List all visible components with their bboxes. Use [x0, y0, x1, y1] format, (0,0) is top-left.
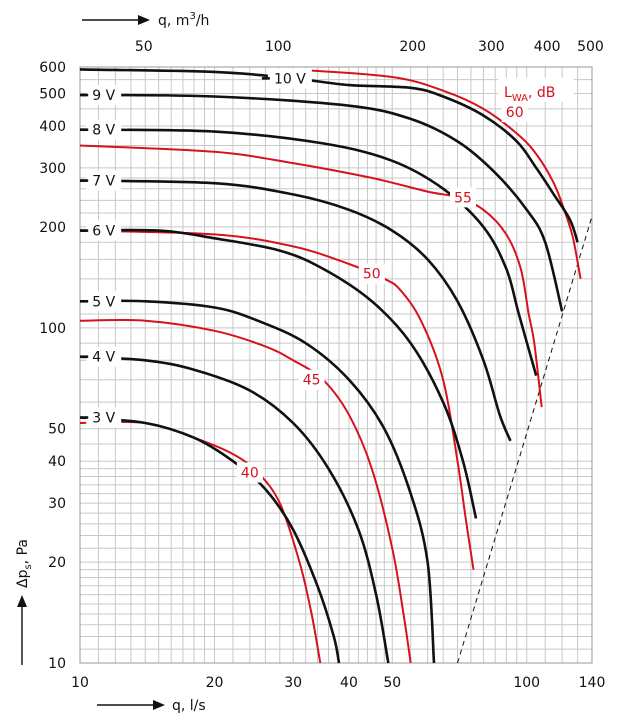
legend: LWA, dB — [498, 78, 574, 104]
voltage-curve-5v — [79, 299, 436, 664]
x2-tick-label: 300 — [478, 39, 505, 55]
y-tick-label: 10 — [48, 656, 66, 672]
voltage-curve-4v — [79, 355, 390, 664]
y-tick-label: 100 — [39, 321, 66, 337]
x-tick-label: 50 — [383, 675, 401, 691]
voltage-label-8v: 8 V — [92, 123, 115, 139]
y-tick-label: 400 — [39, 119, 66, 135]
legend-label-main: L — [504, 85, 512, 101]
legend-label-tail: , dB — [528, 85, 555, 101]
left-axis-label-tail: , Pa — [15, 539, 31, 564]
left-axis-title: Δps, Pa — [15, 539, 34, 665]
legend-label-sub: WA — [512, 93, 528, 104]
limit-line — [457, 216, 593, 664]
voltage-label-10v: 10 V — [274, 71, 306, 87]
grid — [79, 66, 593, 664]
x2-tick-label: 50 — [135, 39, 153, 55]
x-tick-label: 10 — [71, 675, 89, 691]
sound-label-50: 50 — [363, 267, 381, 283]
voltage-label-10v-bg — [267, 68, 312, 89]
x-tick-label: 30 — [284, 675, 302, 691]
sound-label-55-bg — [449, 187, 476, 208]
x2-tick-label: 500 — [577, 39, 604, 55]
svg-text:Δps, Pa: Δps, Pa — [15, 539, 34, 588]
left-axis-label-sub: s — [23, 564, 34, 569]
voltage-label-7v-bg — [86, 170, 122, 191]
voltage-curve-10v — [79, 68, 579, 243]
x-tick-label: 100 — [513, 675, 540, 691]
top-axis-label-tail: /h — [196, 13, 210, 29]
voltage-label-9v-bg — [86, 85, 122, 106]
top-axis-label-sup: 3 — [189, 11, 195, 22]
curve-layer — [79, 68, 582, 664]
y-tick-label: 600 — [39, 60, 66, 76]
x2-tick-label: 200 — [399, 39, 426, 55]
voltage-curve-3v — [79, 416, 341, 664]
left-axis-arrowhead-icon — [17, 595, 27, 607]
x-tick-label: 140 — [579, 675, 606, 691]
sound-curve-60 — [293, 68, 582, 279]
top-axis-label-main: q, m — [158, 13, 189, 29]
voltage-label-7v: 7 V — [92, 174, 115, 190]
sound-label-45-bg — [298, 369, 325, 390]
voltage-label-8v-bg — [86, 119, 122, 140]
bottom-axis-arrowhead-icon — [153, 700, 165, 710]
voltage-label-4v: 4 V — [92, 350, 115, 366]
sound-label-60-bg — [501, 102, 528, 123]
voltage-label-5v-bg — [86, 291, 122, 312]
voltage-label-3v: 3 V — [92, 411, 115, 427]
legend-background — [498, 78, 574, 102]
y-tick-label: 30 — [48, 496, 66, 512]
sound-curve-50 — [79, 229, 475, 570]
x-tick-label: 40 — [340, 675, 358, 691]
y-tick-label: 200 — [39, 220, 66, 236]
y-tick-label: 40 — [48, 454, 66, 470]
voltage-curve-9v — [79, 93, 564, 312]
y-tick-label: 300 — [39, 161, 66, 177]
sound-label-50-bg — [358, 263, 385, 284]
sound-label-45: 45 — [303, 373, 321, 389]
sound-label-60: 60 — [506, 105, 524, 121]
voltage-curve-8v — [79, 128, 538, 376]
svg-text:q, m3/h: q, m3/h — [158, 11, 209, 29]
voltage-curve-7v — [79, 179, 512, 442]
voltage-label-4v-bg — [86, 346, 122, 367]
voltage-label-6v: 6 V — [92, 224, 115, 240]
voltage-label-3v-bg — [86, 407, 122, 428]
left-axis-label-main: Δp — [15, 569, 31, 588]
x-tick-label: 20 — [206, 675, 224, 691]
x2-tick-label: 400 — [534, 39, 561, 55]
sound-label-40: 40 — [241, 466, 259, 482]
tick-label-layer: 10 20 30 40 50 100 140 50 100 200 300 400 500 10 20 30 4… — [39, 39, 605, 691]
top-axis-arrowhead-icon — [138, 15, 150, 25]
y-tick-label: 20 — [48, 555, 66, 571]
top-axis-title: q, m3/h — [82, 11, 209, 29]
sound-label-55: 55 — [454, 190, 472, 206]
x2-tick-label: 100 — [265, 39, 292, 55]
limit-line-layer — [457, 216, 593, 664]
bottom-axis-title: q, l/s — [97, 698, 206, 714]
plot-frame — [79, 66, 593, 664]
sound-label-40-bg — [236, 462, 263, 483]
voltage-label-6v-bg — [86, 220, 122, 241]
y-tick-label: 500 — [39, 87, 66, 103]
voltage-label-9v: 9 V — [92, 88, 115, 104]
voltage-label-5v: 5 V — [92, 294, 115, 310]
y-tick-label: 50 — [48, 422, 66, 438]
curve-label-layer: 10 V 9 V 8 V 7 V 6 V 5 V 4 V 3 V 60 55 50 45 40 — [80, 68, 528, 483]
bottom-axis-label: q, l/s — [172, 698, 206, 714]
svg-text:LWA, dB: LWA, dB — [504, 85, 555, 104]
voltage-curve-6v — [79, 228, 478, 519]
